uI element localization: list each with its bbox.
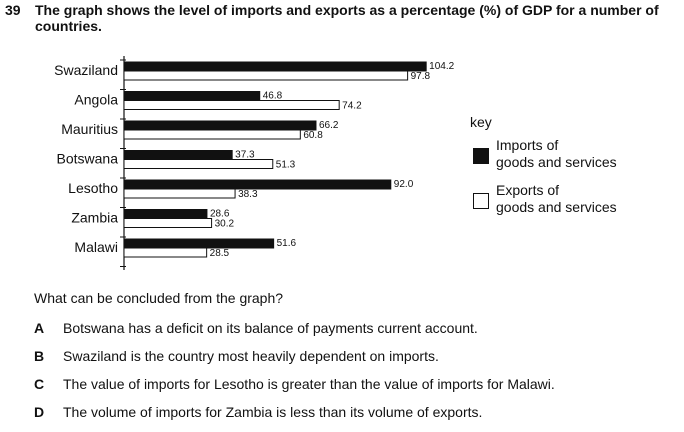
imports-value-label: 46.8 [263,91,283,102]
exports-value-label: 28.5 [210,248,230,259]
option-letter: C [34,376,45,392]
category-label-malawi: Malawi [74,239,118,255]
exports-bar-botswana [123,159,274,169]
imports-value-label: 104.2 [429,61,454,72]
exports-bar-swaziland [123,70,409,81]
option-text: The volume of imports for Zambia is less… [63,404,483,420]
category-label-botswana: Botswana [57,151,119,167]
imports-value-label: 51.6 [277,238,297,249]
imports-value-label: 92.0 [394,179,414,190]
question-number: 39 [5,2,21,18]
imports-bar-mauritius [123,120,317,131]
imports-value-label: 28.6 [210,209,230,220]
exports-key-line2: goods and services [496,199,617,215]
option-letter: A [34,320,45,336]
category-label-lesotho: Lesotho [68,180,118,196]
chart-key: key Imports of goods and services Export… [470,114,617,225]
option-text: Botswana has a deficit on its balance of… [63,320,478,336]
key-item-imports: Imports of goods and services [470,135,617,173]
exports-bar-lesotho [123,188,236,199]
exports-value-label: 51.3 [276,160,296,171]
question-text: The graph shows the level of imports and… [35,2,659,34]
option-text: The value of imports for Lesotho is grea… [63,376,555,392]
exports-value-label: 38.3 [238,189,258,200]
imports-bar-botswana [123,150,233,160]
exports-value-label: 97.8 [411,71,431,82]
category-label-mauritius: Mauritius [61,121,118,137]
imports-value-label: 37.3 [235,150,255,161]
option-letter: B [34,348,45,364]
key-title: key [470,114,492,130]
imports-bar-angola [123,91,261,101]
exports-bar-angola [123,100,340,110]
category-label-angola: Angola [74,92,118,108]
imports-key-line2: goods and services [496,154,617,170]
imports-value-label: 66.2 [319,120,339,131]
question-prompt: What can be concluded from the graph? [34,290,284,306]
imports-bar-zambia [123,209,208,219]
imports-key-line1: Imports of [496,137,559,153]
imports-bar-swaziland [123,61,427,72]
category-label-zambia: Zambia [71,210,118,226]
exports-value-label: 60.8 [303,130,323,141]
exports-value-label: 74.2 [342,101,362,112]
imports-bar-lesotho [123,179,392,190]
imports-bar-malawi [123,238,275,249]
imports-swatch [473,148,489,164]
exports-bar-zambia [123,218,213,228]
exports-value-label: 30.2 [215,219,235,230]
exports-swatch [473,193,489,209]
exports-key-label: Exports of goods and services [496,182,646,216]
option-text: Swaziland is the country most heavily de… [63,348,439,364]
exports-bar-mauritius [123,129,301,140]
exports-bar-malawi [123,247,208,258]
imports-key-label: Imports of goods and services [496,137,646,171]
exports-key-line1: Exports of [496,182,560,198]
category-label-swaziland: Swaziland [54,62,118,78]
key-item-exports: Exports of goods and services [470,180,617,218]
option-letter: D [34,404,45,420]
